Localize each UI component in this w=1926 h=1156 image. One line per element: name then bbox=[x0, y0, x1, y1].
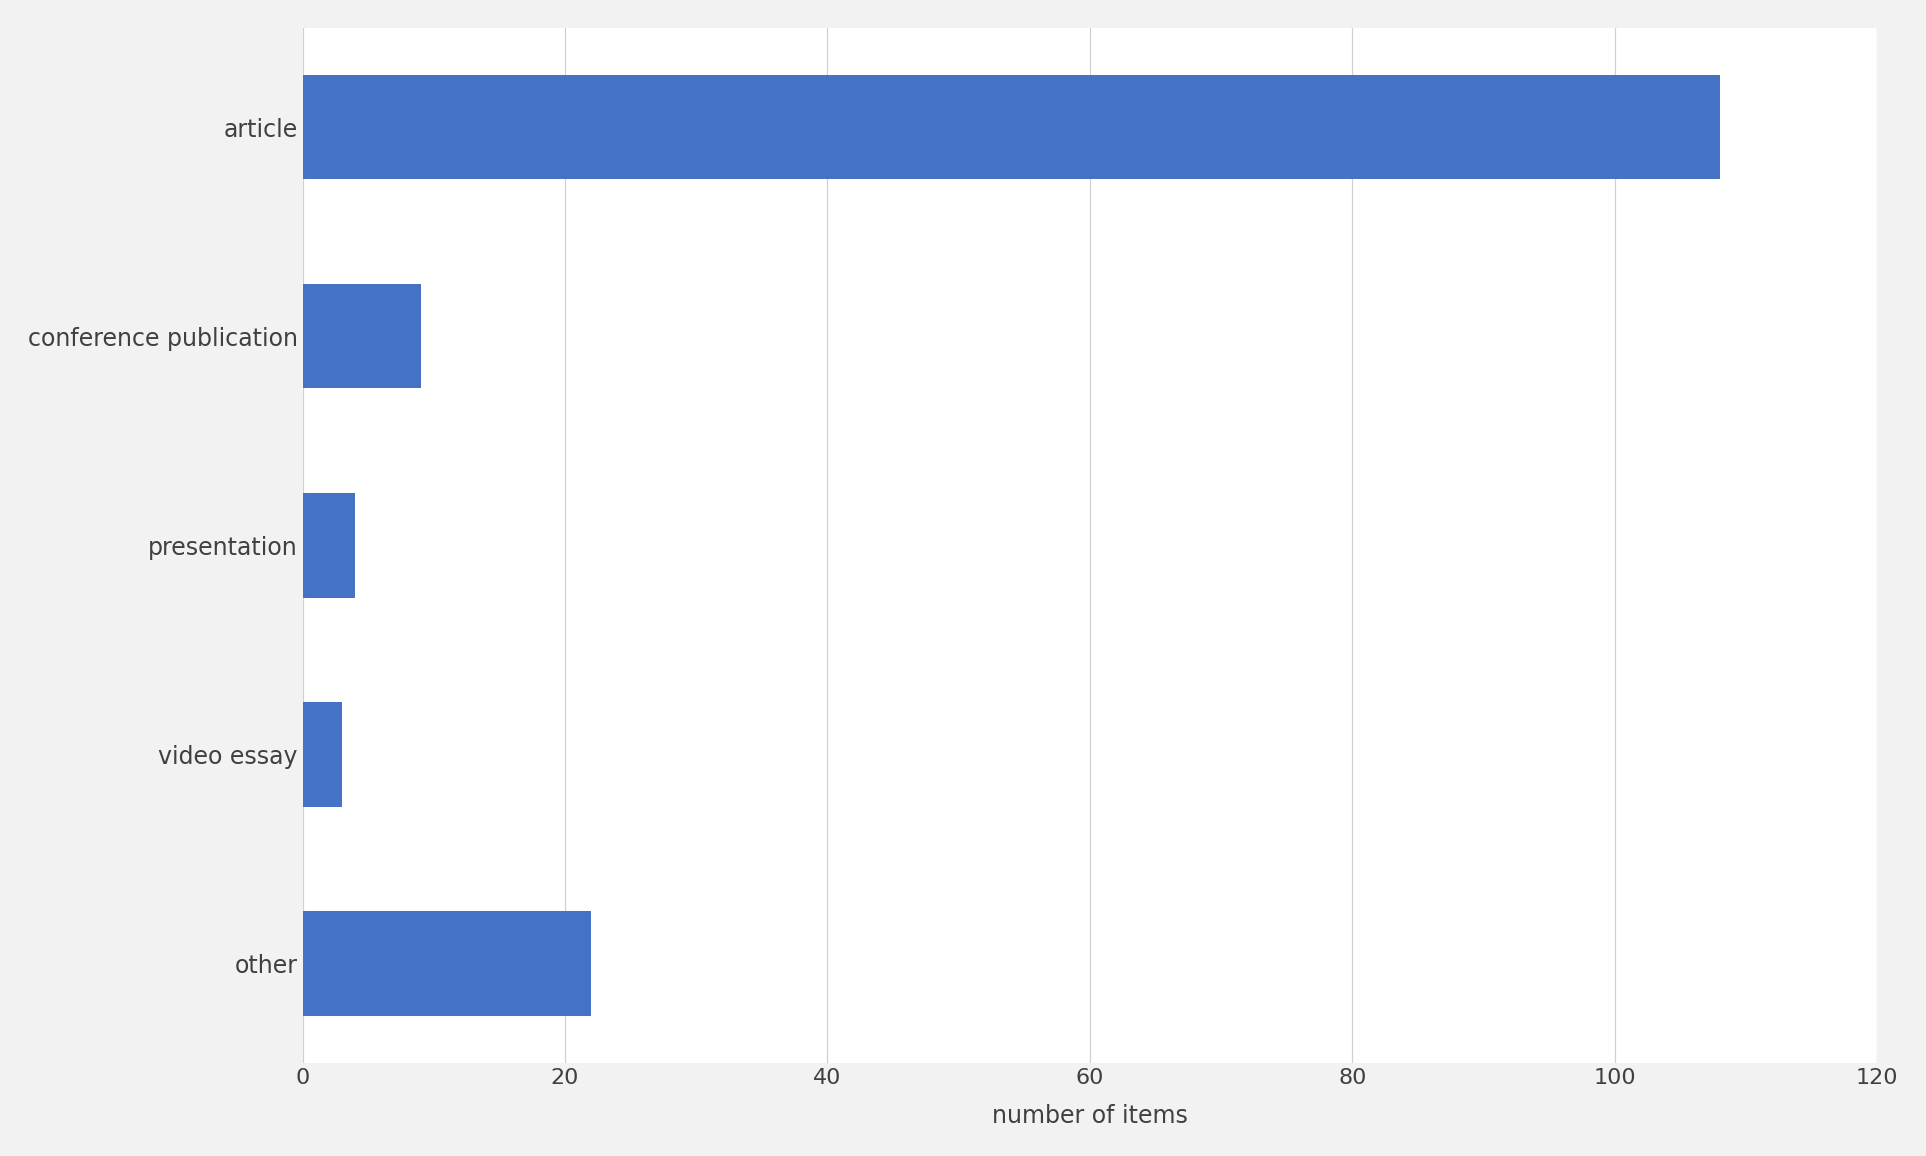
Bar bbox=[302, 75, 1720, 179]
Bar bbox=[302, 284, 420, 388]
Bar bbox=[302, 492, 354, 598]
X-axis label: number of items: number of items bbox=[992, 1104, 1188, 1128]
Bar bbox=[302, 911, 591, 1016]
Bar bbox=[302, 702, 343, 807]
